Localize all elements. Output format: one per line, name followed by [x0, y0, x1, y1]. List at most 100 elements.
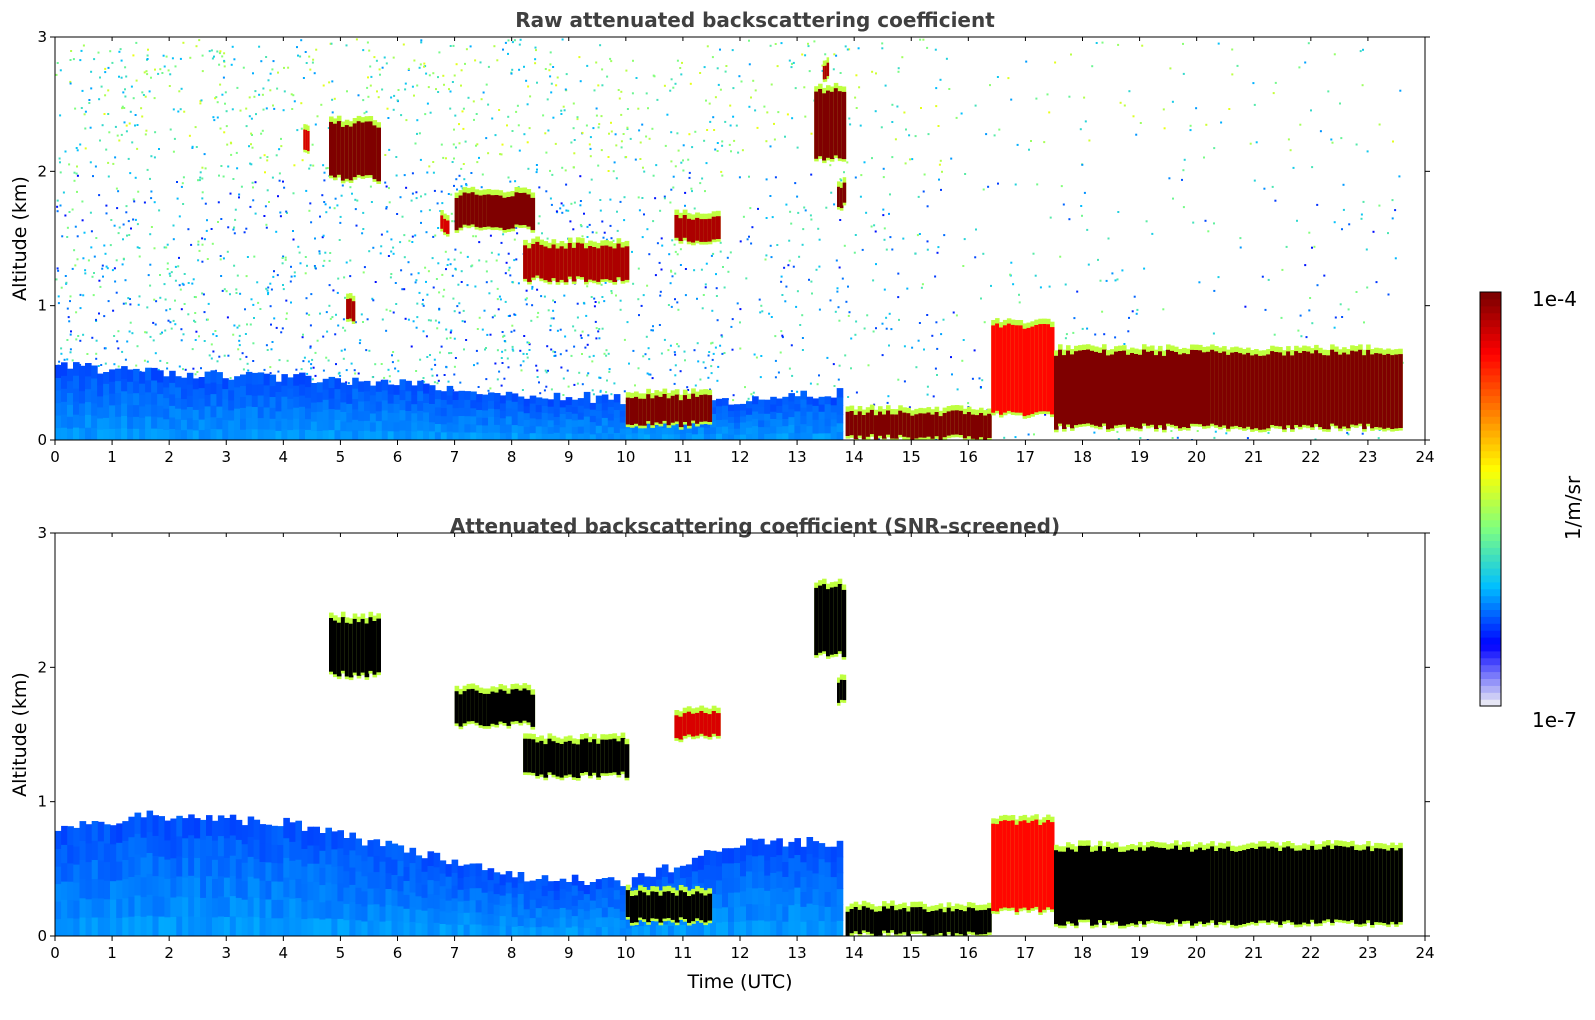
- boundary-layer-cell: [667, 427, 675, 435]
- noise-pixel: [210, 357, 213, 360]
- boundary-layer-cell: [316, 401, 324, 412]
- feature-cell: [592, 247, 597, 281]
- feature-cell: [372, 125, 378, 180]
- boundary-layer-cell: [794, 410, 801, 419]
- noise-pixel: [891, 121, 894, 123]
- boundary-layer-cell: [133, 404, 140, 417]
- noise-pixel: [597, 164, 600, 167]
- feature-cell: [514, 192, 520, 225]
- boundary-layer-cell: [322, 399, 330, 410]
- noise-pixel: [282, 180, 284, 183]
- noise-pixel: [790, 390, 793, 393]
- noise-pixel: [694, 130, 697, 133]
- noise-pixel: [515, 110, 518, 113]
- noise-pixel: [625, 156, 628, 158]
- boundary-layer-cell: [728, 404, 735, 412]
- noise-pixel: [58, 360, 61, 363]
- feature-cell: [1050, 327, 1055, 415]
- noise-pixel: [172, 238, 175, 241]
- feature-cell: [638, 398, 643, 426]
- noise-pixel: [218, 174, 220, 177]
- noise-pixel: [76, 258, 79, 261]
- feature-cell: [707, 395, 713, 422]
- noise-pixel: [101, 267, 104, 270]
- noise-pixel: [328, 259, 331, 262]
- feature-cell: [1078, 350, 1083, 425]
- noise-pixel: [434, 319, 437, 322]
- feature-cell: [1274, 352, 1279, 426]
- boundary-layer-cell: [164, 878, 171, 899]
- noise-pixel: [705, 99, 707, 102]
- boundary-layer-cell: [446, 403, 454, 414]
- noise-pixel: [345, 261, 348, 264]
- noise-pixel: [169, 73, 172, 76]
- boundary-layer-cell: [722, 433, 729, 440]
- noise-pixel: [615, 144, 618, 147]
- noise-pixel: [891, 156, 894, 159]
- noise-pixel: [443, 83, 445, 86]
- noise-pixel: [639, 158, 642, 160]
- noise-pixel: [440, 190, 443, 193]
- feature-cell: [604, 245, 609, 280]
- noise-pixel: [543, 295, 546, 298]
- noise-pixel: [1162, 308, 1165, 311]
- noise-pixel: [882, 167, 885, 170]
- boundary-layer-cell: [482, 394, 489, 403]
- boundary-layer-cell: [310, 421, 318, 432]
- boundary-layer-cell: [67, 404, 74, 417]
- noise-pixel: [222, 76, 225, 79]
- x-tick-label: 8: [507, 448, 517, 466]
- noise-pixel: [335, 313, 337, 316]
- noise-pixel: [322, 335, 325, 338]
- noise-pixel: [897, 67, 900, 70]
- noise-pixel: [223, 52, 226, 55]
- noise-pixel: [1065, 333, 1068, 336]
- boundary-layer-cell: [91, 878, 99, 899]
- noise-pixel: [719, 48, 721, 51]
- noise-pixel: [231, 45, 234, 48]
- noise-pixel: [867, 364, 870, 367]
- noise-pixel: [487, 389, 490, 392]
- noise-pixel: [289, 280, 292, 283]
- boundary-layer-cell: [752, 425, 759, 434]
- noise-pixel: [79, 143, 82, 146]
- boundary-layer-cell: [517, 396, 525, 405]
- boundary-layer-cell: [464, 415, 471, 425]
- noise-pixel: [871, 157, 873, 160]
- boundary-layer-cell: [547, 433, 555, 440]
- noise-pixel: [610, 60, 613, 63]
- noise-pixel: [152, 339, 155, 342]
- noise-pixel: [136, 147, 139, 150]
- boundary-layer-cell: [487, 902, 495, 914]
- noise-pixel: [453, 258, 456, 261]
- noise-pixel: [422, 298, 424, 301]
- noise-pixel: [397, 89, 400, 91]
- noise-pixel: [165, 246, 168, 249]
- boundary-layer-cell: [806, 396, 814, 405]
- noise-pixel: [785, 203, 788, 206]
- noise-pixel: [498, 295, 501, 298]
- noise-pixel: [529, 95, 532, 98]
- noise-pixel: [180, 328, 183, 331]
- boundary-layer-cell: [758, 433, 765, 440]
- noise-pixel: [589, 136, 592, 139]
- boundary-layer-cell: [182, 916, 189, 936]
- noise-pixel: [1205, 123, 1208, 126]
- noise-pixel: [656, 98, 659, 101]
- boundary-layer-cell: [794, 418, 801, 426]
- boundary-layer-cell: [223, 857, 231, 878]
- boundary-layer-cell: [397, 845, 405, 862]
- boundary-layer-cell: [710, 406, 717, 414]
- noise-pixel: [278, 179, 281, 182]
- noise-pixel: [514, 180, 517, 183]
- noise-pixel: [280, 145, 283, 148]
- boundary-layer-cell: [494, 424, 501, 433]
- noise-pixel: [1299, 123, 1302, 126]
- boundary-layer-cell: [313, 917, 320, 936]
- boundary-layer-cell: [770, 411, 777, 419]
- feature-cell: [1250, 355, 1255, 430]
- noise-pixel: [103, 315, 106, 318]
- noise-pixel: [847, 396, 850, 398]
- boundary-layer-cell: [764, 419, 771, 428]
- noise-pixel: [711, 309, 714, 312]
